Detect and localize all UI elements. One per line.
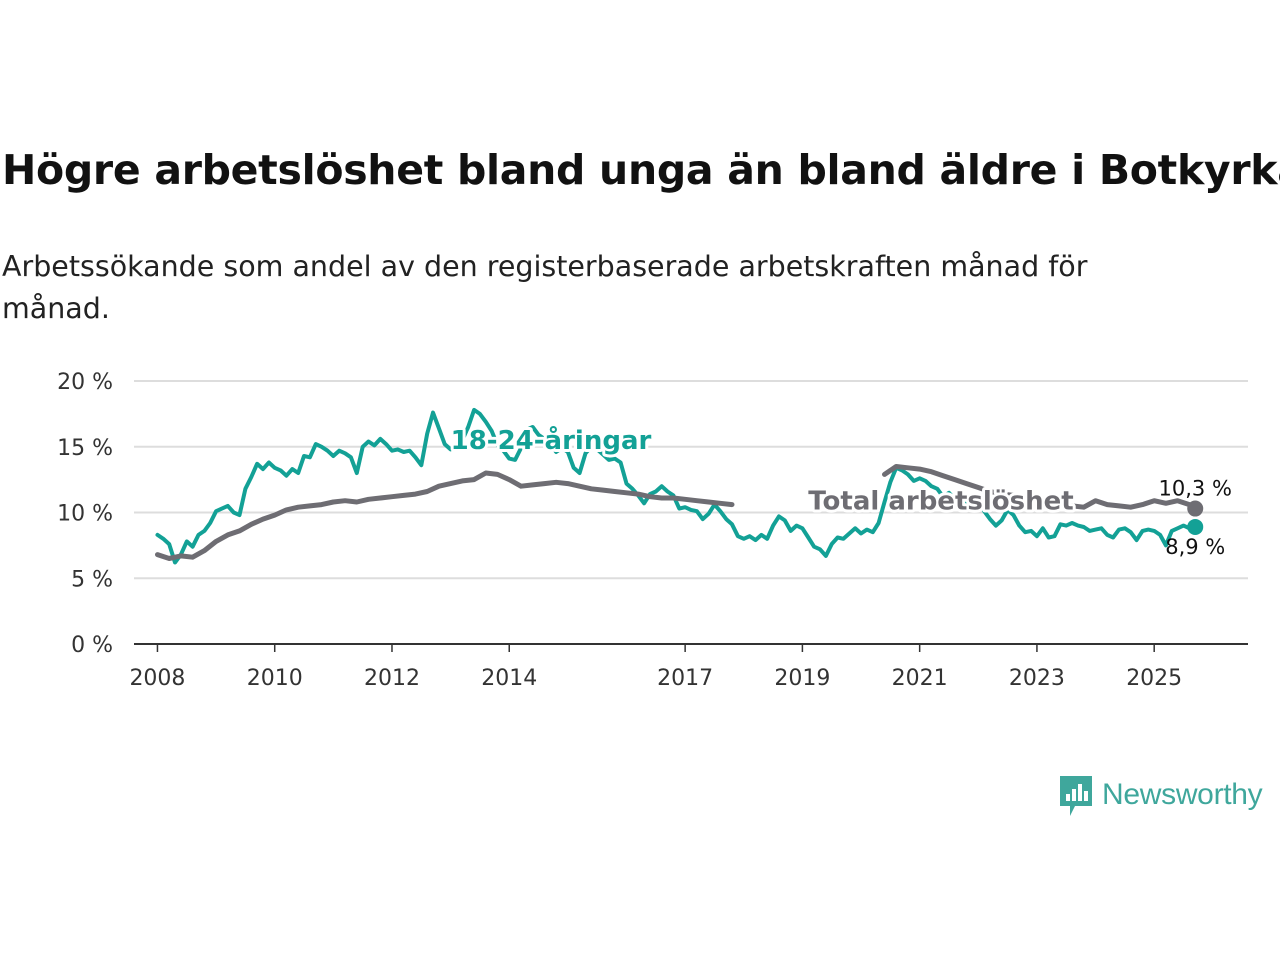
y-tick-label-10: 10 % <box>57 502 113 527</box>
series-annotation-18-24-ringar: 18-24-åringar <box>451 424 652 456</box>
series-labels: 8,9 % 10,3 % 18-24-åringar Total arbetslösh… <box>448 421 1232 559</box>
x-tick-label-2008: 2008 <box>129 666 185 691</box>
y-tick-label-5: 5 % <box>71 567 113 592</box>
end-value-label-total-arbetsl-shet: 10,3 % <box>1159 477 1232 501</box>
x-tick-label-2021: 2021 <box>892 666 948 691</box>
series-lines <box>155 407 1204 565</box>
series-line-18-24-ringar-1 <box>155 407 1198 565</box>
series-annotation-total-arbetsl-shet: Total arbetslöshet <box>808 487 1073 517</box>
chart-title: Högre arbetslöshet bland unga än bland ä… <box>2 146 1280 194</box>
x-tick-label-2019: 2019 <box>774 666 830 691</box>
newsworthy-logo-text: Newsworthy <box>1102 778 1263 811</box>
y-tick-label-20: 20 % <box>57 370 113 395</box>
newsworthy-logo-icon <box>1060 776 1092 816</box>
series-line-total-arbetsl-shet-1 <box>155 470 735 561</box>
x-tick-label-2014: 2014 <box>481 666 537 691</box>
y-tick-label-15: 15 % <box>57 436 113 461</box>
x-tick-label-2012: 2012 <box>364 666 420 691</box>
x-tick-label-2010: 2010 <box>247 666 303 691</box>
end-point-total-arbetsl-shet <box>1187 500 1204 517</box>
x-axis-ticks: 2008 2010 2012 2014 2017 2019 2021 2023 2025 <box>129 644 1182 691</box>
end-point-18-24-ringar <box>1187 518 1204 535</box>
line-chart: 0 %5 %10 %15 %20 % 2008 2010 2012 2014 2017 2… <box>57 370 1248 691</box>
chart-subtitle: Arbetssökande som andel av den registerb… <box>2 250 1088 325</box>
x-tick-label-2025: 2025 <box>1126 666 1182 691</box>
end-value-label-18-24-ringar: 8,9 % <box>1165 535 1225 559</box>
x-tick-label-2023: 2023 <box>1009 666 1065 691</box>
y-tick-label-0: 0 % <box>71 633 113 658</box>
y-axis-ticks: 0 % 5 % 10 % 15 % 20 % <box>57 370 113 658</box>
grid-lines <box>134 380 1248 645</box>
newsworthy-logo: Newsworthy <box>1058 772 1263 818</box>
x-tick-label-2017: 2017 <box>657 666 713 691</box>
series-line-total-arbetsl-shet-2 <box>882 464 1198 512</box>
